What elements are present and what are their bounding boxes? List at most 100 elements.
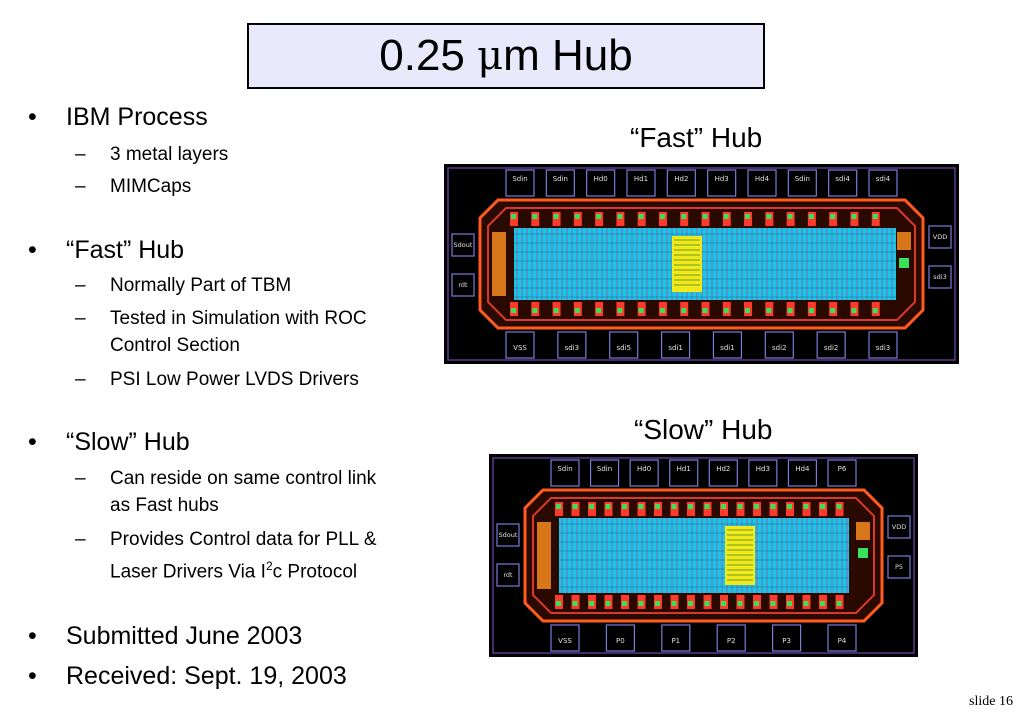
bond-pad: sdi1	[712, 331, 743, 359]
pad-label: Sdin	[597, 465, 612, 473]
pad-label: P0	[616, 637, 625, 645]
pad-label: Hd1	[634, 175, 648, 183]
bullet-text: “Fast” Hub	[66, 236, 185, 264]
pad-label: P6	[838, 465, 847, 473]
bond-pad: P1	[661, 624, 691, 652]
pad-label: P1	[671, 637, 680, 645]
pad-label: sdi3	[876, 344, 891, 352]
bullet-submitted: • Submitted June 2003	[28, 622, 303, 651]
pad-label: Sdin	[512, 175, 527, 183]
bond-pad: Hd2	[708, 459, 738, 487]
sub-bullet: – Can reside on same control link	[75, 465, 377, 492]
pad-label: Hd4	[795, 465, 810, 473]
bond-pad: Sdout	[451, 233, 475, 257]
sub-bullet-continuation: Control Section	[110, 332, 240, 359]
dash-marker: –	[75, 144, 86, 165]
dash-marker: –	[75, 369, 86, 390]
bullet-marker: •	[28, 236, 37, 264]
title-mu-symbol: μ	[477, 33, 504, 79]
bond-pad: P0	[605, 624, 636, 652]
bond-pad: sdi2	[816, 331, 846, 359]
sub-bullet-text: Tested in Simulation with ROC	[110, 308, 367, 329]
dash-marker: –	[75, 529, 86, 550]
pad-label: Hd0	[637, 465, 651, 473]
pad-label: Sdin	[795, 175, 810, 183]
bond-pad: Hd3	[748, 459, 778, 487]
title-prefix: 0.25	[379, 31, 478, 80]
pad-label: rdt	[458, 281, 468, 289]
bond-pad: Hd4	[747, 169, 777, 197]
pad-label: Sdout	[499, 531, 518, 539]
bond-pad: Sdin	[787, 169, 817, 197]
pad-label: Hd2	[716, 465, 730, 473]
sub-bullet: – MIMCaps	[75, 173, 192, 200]
pad-label: Sdout	[454, 241, 473, 249]
pad-label: VSS	[558, 637, 572, 645]
dash-marker: –	[75, 468, 86, 489]
bond-pad: VSS	[550, 624, 580, 652]
bond-pad: Sdin	[589, 459, 620, 487]
sub-bullet-text: MIMCaps	[110, 176, 192, 197]
bullet-text: “Slow” Hub	[66, 428, 190, 456]
pad-label: sdi1	[668, 344, 683, 352]
fast-hub-layout-image: Sdin Sdin Hd0 Hd1 Hd2 Hd3 Hd4 Sdin sdi4 sdi4 VSS sd…	[444, 164, 959, 364]
pad-label: Hd3	[715, 175, 729, 183]
dash-marker: –	[75, 308, 86, 329]
pad-label: Hd2	[674, 175, 688, 183]
pad-label: sdi3	[565, 344, 580, 352]
bond-pad: Hd4	[787, 459, 818, 487]
dash-marker: –	[75, 275, 86, 296]
sub-bullet-text: Normally Part of TBM	[110, 275, 292, 296]
sub-bullet-text: c Protocol	[272, 561, 358, 583]
bond-pad: rdt	[496, 563, 520, 587]
bond-pad: VDD	[928, 225, 952, 249]
bond-pad: Sdin	[550, 459, 580, 487]
bond-pad: sdi3	[557, 331, 587, 359]
sub-bullet-text: Control Section	[110, 335, 240, 356]
pad-label: Sdin	[557, 465, 572, 473]
fast-hub-caption: “Fast” Hub	[630, 122, 763, 153]
bond-pad: sdi4	[828, 169, 858, 197]
bond-pad: sdi1	[660, 331, 691, 359]
bond-pad: P3	[772, 624, 802, 652]
pad-label: Hd4	[755, 175, 770, 183]
bond-pad: P4	[827, 624, 857, 652]
pad-label: P4	[838, 637, 847, 645]
bullet-marker: •	[28, 428, 37, 456]
title-suffix: m Hub	[503, 31, 633, 80]
bullet-text: Submitted June 2003	[66, 622, 303, 650]
bond-pad: P2	[716, 624, 746, 652]
pad-label: Sdin	[553, 175, 568, 183]
bond-pad: VSS	[505, 331, 535, 359]
pad-label: sdi4	[876, 175, 891, 183]
sub-bullet-text: Can reside on same control link	[110, 468, 377, 489]
bullet-fast-hub: • “Fast” Hub	[28, 236, 185, 265]
pad-label: sdi3	[933, 273, 946, 281]
pad-label: P3	[782, 637, 791, 645]
sub-bullet-text: Provides Control data for PLL &	[110, 529, 377, 550]
sub-bullet: – Normally Part of TBM	[75, 272, 292, 299]
bond-pad: sdi5	[609, 331, 639, 359]
bond-pad: Sdin	[505, 169, 535, 197]
bond-pad: Hd0	[629, 459, 659, 487]
pad-label: sdi5	[616, 344, 631, 352]
bullet-ibm-process: • IBM Process	[28, 103, 208, 132]
sub-bullet: – PSI Low Power LVDS Drivers	[75, 366, 359, 393]
bond-pad: Hd3	[707, 169, 737, 197]
pad-label: sdi2	[772, 344, 787, 352]
bullet-received: • Received: Sept. 19, 2003	[28, 662, 347, 691]
chip-layout-drawing: Sdin Sdin Hd0 Hd1 Hd2 Hd3 Hd4 P6 VSS P0 P1 P2 P3 P4 Sd…	[492, 457, 915, 654]
bond-pad: Hd2	[666, 169, 696, 197]
pad-label: VDD	[933, 233, 947, 241]
bullet-marker: •	[28, 103, 37, 131]
pad-label: Hd1	[677, 465, 691, 473]
slow-hub-layout-image: Sdin Sdin Hd0 Hd1 Hd2 Hd3 Hd4 P6 VSS P0 P1 P2 P3 P4 Sd…	[489, 454, 918, 657]
sub-bullet: – Tested in Simulation with ROC	[75, 305, 367, 332]
sub-bullet-text: as Fast hubs	[110, 495, 219, 516]
sub-bullet-text: 3 metal layers	[110, 144, 229, 165]
bullet-marker: •	[28, 622, 37, 650]
sub-bullet-text: Laser Drivers Via I	[110, 561, 266, 583]
bond-pad: Hd1	[626, 169, 656, 197]
pad-label: Hd0	[594, 175, 608, 183]
